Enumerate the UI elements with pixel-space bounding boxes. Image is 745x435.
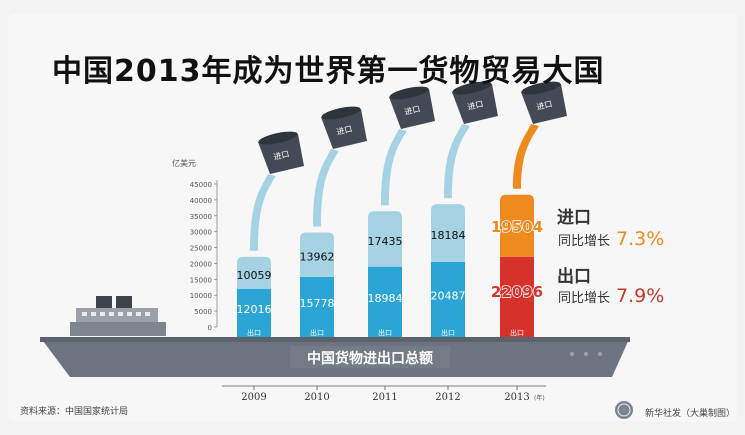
xinhua-logo-ring xyxy=(617,403,631,417)
data-label-import-2013: 19504 xyxy=(491,218,543,236)
bar-base-2009 xyxy=(237,327,271,337)
x-tick-label-2011: 2011 xyxy=(372,392,397,403)
x-tick-label-2012: 2012 xyxy=(435,392,460,403)
legend-export-growth-label: 同比增长 xyxy=(558,291,611,306)
bucket-label: 进口 xyxy=(336,124,354,137)
x-tick-label-2013: 2013 xyxy=(504,392,529,403)
ship-funnel xyxy=(116,296,132,308)
y-tick-label: 35000 xyxy=(190,213,212,221)
ship-deck-upper xyxy=(76,308,158,322)
data-label-export-2012: 20487 xyxy=(431,289,466,302)
bucket-label: 进口 xyxy=(536,99,554,112)
y-axis-unit-label: 亿美元 xyxy=(172,159,196,168)
ship-window xyxy=(118,312,123,316)
bar-import-2012 xyxy=(431,204,465,262)
bar-export-2013 xyxy=(500,256,534,327)
bucket-rim xyxy=(521,81,561,95)
y-tick-label: 15000 xyxy=(190,276,212,284)
bar-base-label: 出口 xyxy=(378,328,392,337)
ship-funnel xyxy=(96,296,112,308)
y-tick-label: 30000 xyxy=(190,229,212,237)
data-source-note: 资料来源：中国国家统计局 xyxy=(20,407,129,417)
bucket-rim xyxy=(452,81,492,95)
bucket-label: 进口 xyxy=(404,104,422,117)
page-title: 中国2013年成为世界第一货物贸易大国 xyxy=(52,54,605,89)
x-tick-label-2010: 2010 xyxy=(304,392,329,403)
x-tick-label-2009: 2009 xyxy=(241,392,266,403)
bar-export-2012 xyxy=(431,261,465,327)
data-label-import-2012: 18184 xyxy=(431,229,466,242)
ship-window xyxy=(91,312,96,316)
bar-export-2010 xyxy=(300,276,334,327)
data-label-export-2009: 12016 xyxy=(237,303,272,316)
data-label-export-2013: 22096 xyxy=(491,283,543,301)
legend-import-growth-value: 7.3% xyxy=(616,228,665,250)
legend-export-title: 出口 xyxy=(557,267,591,287)
bucket-rim xyxy=(258,131,298,145)
bar-export-2009 xyxy=(237,288,271,327)
ship-porthole xyxy=(597,351,603,357)
ship-window xyxy=(127,312,132,316)
data-label-import-2011: 17435 xyxy=(368,235,403,248)
bar-base-2010 xyxy=(300,327,334,337)
pour-stream xyxy=(513,124,539,189)
ship-window xyxy=(82,312,87,316)
pour-stream xyxy=(444,124,470,199)
legend-import-growth: 同比增长 7.3% xyxy=(558,228,664,250)
x-axis-unit-label: (年) xyxy=(534,394,545,402)
ship-hull-rim xyxy=(40,337,630,342)
bar-base-label: 出口 xyxy=(310,328,324,337)
y-tick-label: 20000 xyxy=(190,260,212,268)
bar-base-2011 xyxy=(368,327,402,337)
legend-export-growth-value: 7.9% xyxy=(616,285,665,307)
y-tick-label: 5000 xyxy=(194,308,212,316)
bar-base-label: 出口 xyxy=(441,328,455,337)
y-tick-label: 40000 xyxy=(190,197,212,205)
ship-label-bg xyxy=(290,346,450,368)
ship-window xyxy=(145,312,150,316)
bar-import-2011 xyxy=(368,211,402,267)
bar-export-2011 xyxy=(368,266,402,327)
bucket-label: 进口 xyxy=(467,99,485,112)
ship-window xyxy=(109,312,114,316)
legend-import-growth-label: 同比增长 xyxy=(558,234,611,249)
ship-porthole xyxy=(569,351,575,357)
ship-window xyxy=(100,312,105,316)
y-tick-label: 25000 xyxy=(190,245,212,253)
y-tick-label: 0 xyxy=(208,324,212,332)
pour-stream xyxy=(381,129,407,206)
bar-base-label: 出口 xyxy=(510,328,524,337)
ship-window xyxy=(136,312,141,316)
bar-base-label: 出口 xyxy=(247,328,261,337)
data-label-import-2009: 10059 xyxy=(237,269,272,282)
data-label-export-2011: 18984 xyxy=(368,292,403,305)
ship-porthole xyxy=(583,351,589,357)
data-label-import-2010: 13962 xyxy=(300,251,335,264)
legend-export-growth: 同比增长 7.9% xyxy=(558,285,664,307)
bucket-label: 进口 xyxy=(273,149,291,162)
data-label-export-2010: 15778 xyxy=(300,297,335,310)
bar-base-2013 xyxy=(500,327,534,337)
legend-import-title: 进口 xyxy=(557,208,591,228)
bar-import-2010 xyxy=(300,232,334,277)
bucket-rim xyxy=(389,86,429,100)
pour-stream xyxy=(250,174,276,251)
bar-import-2013 xyxy=(500,194,534,257)
y-tick-label: 10000 xyxy=(190,292,212,300)
bar-base-2012 xyxy=(431,327,465,337)
ship-deck-lower xyxy=(70,322,166,336)
credit-note: 新华社发（大巢制图） xyxy=(645,409,736,419)
ship-label: 中国货物进出口总额 xyxy=(307,350,433,367)
bucket-rim xyxy=(321,106,361,120)
pour-stream xyxy=(313,149,339,227)
y-tick-label: 45000 xyxy=(190,181,212,189)
bar-import-2009 xyxy=(237,256,271,289)
